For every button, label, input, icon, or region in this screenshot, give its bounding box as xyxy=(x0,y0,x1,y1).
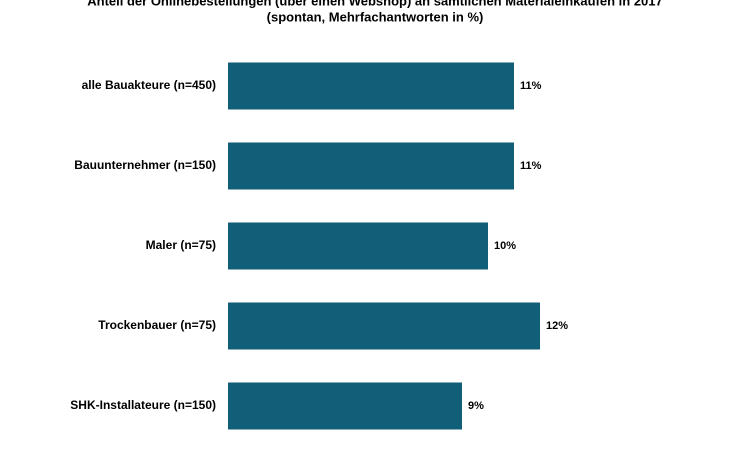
value-label: 11% xyxy=(520,160,542,172)
chart-title: Anteil der Onlinebestellungen (über eine… xyxy=(87,0,663,8)
bar xyxy=(228,62,514,110)
category-label: Bauunternehmer (n=150) xyxy=(74,158,216,172)
value-label: 10% xyxy=(494,240,516,252)
category-label: SHK-Installateure (n=150) xyxy=(70,398,216,412)
bar xyxy=(228,302,540,350)
category-label: Maler (n=75) xyxy=(146,238,216,252)
value-label: 11% xyxy=(520,80,542,92)
bar xyxy=(228,382,462,430)
chart-subtitle: (spontan, Mehrfachantworten in %) xyxy=(267,9,484,24)
value-label: 12% xyxy=(546,320,568,332)
bar xyxy=(228,142,514,190)
bar xyxy=(228,222,488,270)
category-label: Trockenbauer (n=75) xyxy=(98,318,216,332)
value-label: 9% xyxy=(468,400,484,412)
category-label: alle Bauakteure (n=450) xyxy=(82,78,216,92)
